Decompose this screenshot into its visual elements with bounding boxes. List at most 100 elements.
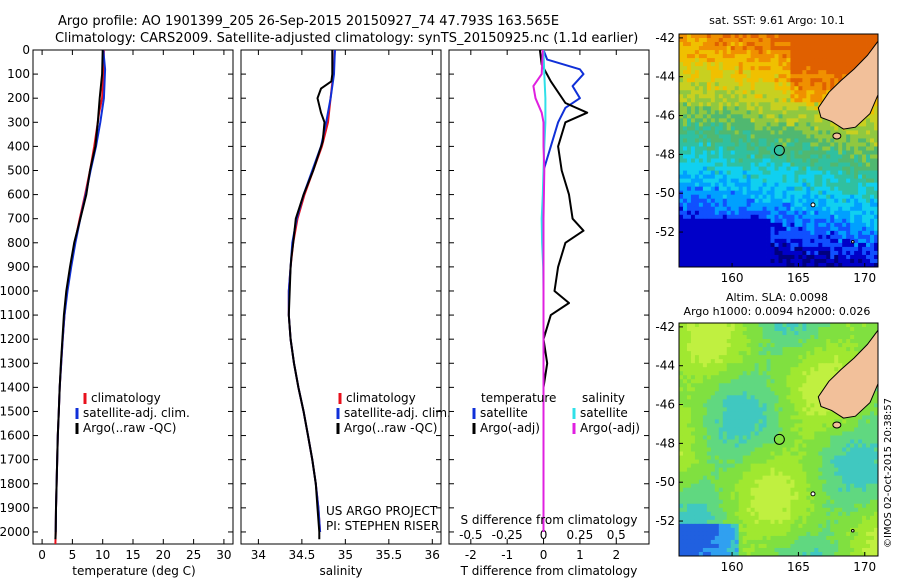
heatmap-cell	[730, 114, 736, 119]
heatmap-cell	[726, 38, 732, 43]
heatmap-cell	[742, 379, 748, 384]
heatmap-cell	[714, 459, 720, 465]
heatmap-cell	[802, 174, 807, 180]
x-tick-label: 34.5	[289, 548, 316, 562]
heatmap-cell	[746, 50, 752, 55]
heatmap-cell	[794, 222, 799, 228]
heatmap-cell	[822, 459, 827, 465]
heatmap-cell	[770, 339, 775, 344]
heatmap-cell	[718, 415, 724, 420]
heatmap-cell	[814, 94, 819, 99]
heatmap-cell	[694, 142, 700, 147]
heatmap-cell	[834, 126, 839, 131]
heatmap-cell	[686, 166, 692, 171]
heatmap-cell	[774, 262, 779, 267]
heatmap-cell	[730, 106, 736, 111]
heatmap-cell	[730, 42, 736, 47]
heatmap-cell	[802, 431, 807, 436]
heatmap-cell	[690, 363, 696, 368]
heatmap-cell	[730, 110, 736, 115]
heatmap-cell	[710, 198, 716, 204]
heatmap-cell	[794, 254, 799, 260]
heatmap-cell	[750, 134, 756, 139]
heatmap-cell	[770, 162, 775, 167]
heatmap-cell	[702, 86, 708, 91]
heatmap-cell	[794, 106, 799, 111]
heatmap-cell	[718, 82, 724, 87]
heatmap-cell	[742, 238, 748, 244]
heatmap-cell	[702, 218, 708, 224]
heatmap-cell	[750, 206, 756, 212]
heatmap-cell	[830, 38, 835, 43]
heatmap-cell	[818, 355, 823, 360]
heatmap-cell	[742, 411, 748, 416]
heatmap-cell	[798, 66, 803, 71]
heatmap-cell	[766, 130, 771, 135]
heatmap-cell	[702, 114, 708, 119]
heatmap-cell	[754, 439, 759, 444]
heatmap-cell	[702, 58, 708, 63]
heatmap-cell	[746, 82, 752, 87]
heatmap-cell	[806, 122, 811, 127]
heatmap-cell	[698, 463, 704, 469]
heatmap-cell	[722, 443, 728, 448]
heatmap-cell	[766, 250, 771, 256]
heatmap-cell	[826, 355, 831, 360]
heatmap-cell	[686, 154, 692, 159]
heatmap-cell	[874, 118, 878, 123]
heatmap-cell	[858, 459, 863, 465]
heatmap-cell	[830, 186, 835, 192]
heatmap-cell	[730, 34, 736, 39]
heatmap-cell	[822, 411, 827, 416]
heatmap-cell	[679, 254, 684, 260]
heatmap-cell	[846, 142, 851, 147]
heatmap-cell	[862, 327, 867, 332]
heatmap-cell	[862, 323, 867, 328]
heatmap-cell	[679, 154, 684, 159]
heatmap-cell	[726, 182, 732, 188]
heatmap-cell	[710, 455, 716, 460]
heatmap-cell	[710, 94, 716, 99]
heatmap-cell	[802, 106, 807, 111]
heatmap-cell	[766, 54, 771, 59]
heatmap-cell	[834, 42, 839, 47]
heatmap-cell	[766, 186, 771, 192]
heatmap-cell	[690, 178, 696, 184]
heatmap-cell	[679, 371, 684, 376]
heatmap-cell	[698, 355, 704, 360]
y-tick-label: 500	[7, 163, 30, 177]
heatmap-cell	[718, 411, 724, 416]
heatmap-cell	[694, 230, 700, 236]
heatmap-cell	[718, 130, 724, 135]
heatmap-cell	[790, 399, 795, 404]
heatmap-cell	[866, 138, 871, 143]
heatmap-cell	[798, 399, 803, 404]
heatmap-cell	[750, 222, 756, 228]
heatmap-cell	[798, 150, 803, 155]
heatmap-cell	[810, 234, 815, 240]
heatmap-cell	[746, 38, 752, 43]
heatmap-cell	[734, 86, 740, 91]
heatmap-cell	[874, 399, 878, 404]
heatmap-cell	[682, 190, 688, 196]
heatmap-cell	[806, 182, 811, 188]
heatmap-cell	[718, 182, 724, 188]
heatmap-cell	[814, 391, 819, 396]
heatmap-cell	[842, 455, 847, 460]
heatmap-cell	[698, 82, 704, 87]
heatmap-cell	[710, 122, 716, 127]
heatmap-cell	[774, 146, 779, 151]
heatmap-cell	[786, 238, 791, 244]
y-tick-label: 1100	[0, 308, 30, 322]
heatmap-cell	[810, 126, 815, 131]
heatmap-cell	[790, 363, 795, 368]
heatmap-cell	[830, 178, 835, 184]
heatmap-cell	[710, 351, 716, 356]
heatmap-cell	[746, 343, 752, 348]
heatmap-cell	[710, 126, 716, 131]
heatmap-cell	[762, 174, 767, 180]
heatmap-cell	[782, 162, 787, 167]
heatmap-cell	[702, 94, 708, 99]
heatmap-cell	[798, 351, 803, 356]
heatmap-cell	[826, 158, 831, 163]
